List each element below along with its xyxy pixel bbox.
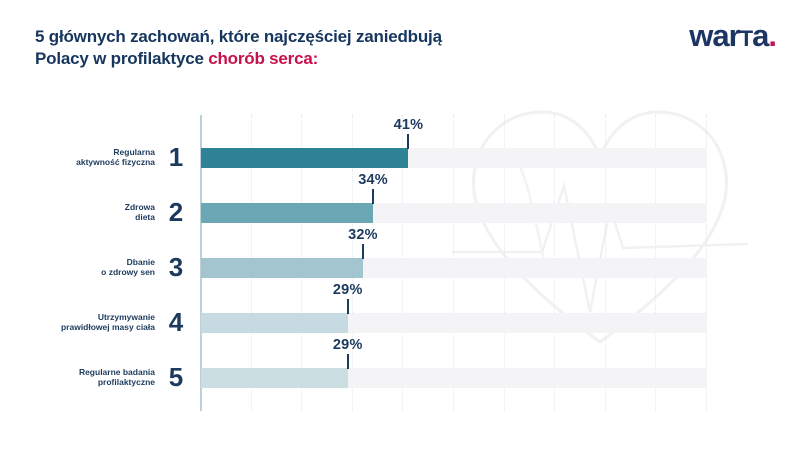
category-label: Regularna aktywność fizyczna [76, 147, 155, 167]
value-tick [346, 354, 349, 369]
value-tick [407, 134, 410, 149]
value-label: 41% [393, 117, 424, 133]
value-label: 29% [332, 337, 363, 353]
value-tick [372, 189, 375, 204]
title-highlight: chorób serca: [208, 49, 319, 68]
warta-logo: warta. [689, 18, 777, 53]
title-line-1: 5 głównych zachowań, które najczęściej z… [35, 27, 442, 46]
bar-chart: Regularna aktywność fizyczna 1 41% Zdrow… [0, 117, 800, 396]
bar-fill [201, 313, 348, 333]
category-label: Utrzymywanie prawidłowej masy ciała [60, 312, 155, 332]
rank-number: 5 [168, 362, 184, 392]
value-label: 34% [358, 172, 388, 188]
category-label: Dbanie o zdrowy sen [101, 257, 155, 277]
bar-row: Regularna aktywność fizyczna 1 41% [0, 117, 800, 176]
bar-row: Utrzymywanie prawidłowej masy ciała 4 29… [0, 282, 800, 341]
bar-fill [201, 258, 363, 278]
rank-number: 2 [168, 197, 184, 227]
rank-number: 4 [168, 307, 184, 337]
value-tick [361, 244, 364, 259]
category-label: Regularne badania profilaktyczne [78, 367, 155, 387]
value-label: 32% [348, 227, 378, 243]
value-tick [346, 299, 349, 314]
logo-dot: . [768, 18, 777, 53]
bar-fill [201, 148, 409, 168]
bar-fill [201, 368, 348, 388]
title-line-2: Polacy w profilaktyce chorób serca: [35, 49, 319, 68]
rank-number: 3 [168, 252, 184, 282]
page-title: 5 głównych zachowań, które najczęściej z… [35, 26, 442, 70]
bar-row: Regularne badania profilaktyczne 5 29% [0, 337, 800, 396]
bar-row: Zdrowa dieta 2 34% [0, 172, 800, 231]
bar-fill [201, 203, 374, 223]
rank-number: 1 [168, 142, 184, 172]
category-label: Zdrowa dieta [124, 202, 155, 222]
value-label: 29% [332, 282, 363, 298]
bar-row: Dbanie o zdrowy sen 3 32% [0, 227, 800, 286]
